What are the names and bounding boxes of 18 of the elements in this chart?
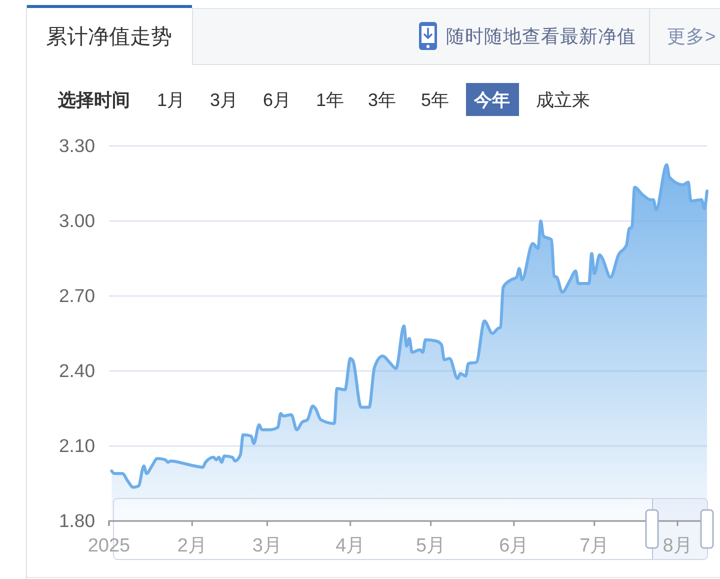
y-tick-label: 2.70 [58,284,95,306]
chart-title: 累计净值走势 [46,26,172,48]
text: 今年 [473,90,510,110]
y-tick-label: 3.30 [58,134,95,156]
y-tick-label: 1.80 [58,510,95,531]
text: 1月 [156,90,186,110]
y-tick-label: 2.40 [58,360,95,381]
text: 成立来 [536,90,590,110]
text: 3年 [368,90,396,110]
text: 更多> [667,26,716,46]
text: 5年 [420,90,450,110]
text: 3月 [210,90,238,110]
y-tick-label: 2.10 [58,434,95,456]
text: 随时随地查看最新净值 [446,26,636,46]
text: 6月 [262,90,292,110]
y-tick-label: 3.00 [58,210,95,231]
text: 1年 [316,90,344,110]
text: 选择时间 [57,90,130,110]
